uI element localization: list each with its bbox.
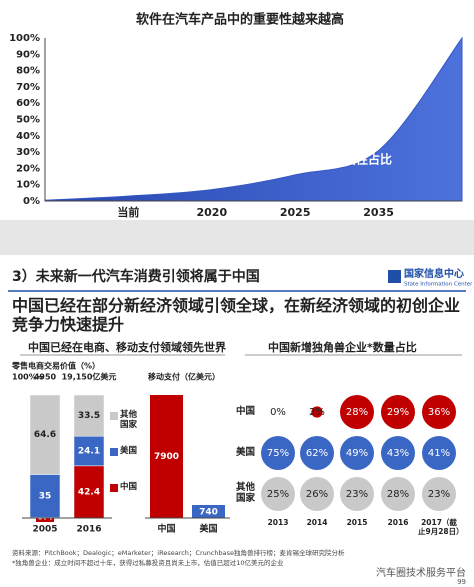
value-label: 64.6 <box>34 430 56 440</box>
area <box>44 36 463 202</box>
bubble-label: 26% <box>306 489 328 500</box>
bubble <box>422 395 456 429</box>
bubble <box>340 436 374 470</box>
bubble-label: 75% <box>267 448 289 459</box>
total-label: 4950 <box>34 373 57 382</box>
y-label: 零售电商交易价值（%） <box>11 361 100 371</box>
area-label: 软件重要性占比 <box>308 152 392 167</box>
bubble <box>340 477 374 511</box>
label-box <box>192 505 225 518</box>
bubble <box>381 436 415 470</box>
row-label: 其他国家 <box>236 482 256 505</box>
footnote: *独角兽企业：成立时间不超过十年，获得过私募投资且尚未上市，估值已超过10亿美元… <box>12 558 284 567</box>
left-subtitle: 中国已经在电商、移动支付领域领先世界 <box>28 340 226 354</box>
bubble <box>422 436 456 470</box>
legend-label: 美国 <box>120 446 138 456</box>
y-tick-label: 50% <box>16 115 40 126</box>
value-label: 33.5 <box>78 411 100 421</box>
right-subtitle: 中国新增独角兽企业*数量占比 <box>268 340 417 354</box>
y-tick-label: 20% <box>16 163 40 174</box>
bar-segment <box>73 465 105 519</box>
logo-en: State Information Center <box>404 282 473 288</box>
legend-swatch <box>110 448 118 456</box>
bar-segment <box>29 474 61 518</box>
y-tick-label: 70% <box>16 82 40 93</box>
bubble-label: 2% <box>309 407 325 418</box>
legend-label: 其他国家 <box>120 410 138 431</box>
bar-segment <box>29 394 61 475</box>
bubble-label: 28% <box>346 407 368 418</box>
bubble-label: 0% <box>270 407 286 418</box>
y-tick-label: 100% <box>9 33 40 44</box>
bubble <box>261 436 295 470</box>
legend-label: 中国 <box>120 482 138 492</box>
bubble <box>381 395 415 429</box>
row-label: 中国 <box>236 406 256 417</box>
x-tick-label: 2016 <box>387 518 409 527</box>
total-label: 19,150亿美元 <box>62 372 117 382</box>
bubble-label: 23% <box>346 489 368 500</box>
bubble-label: 29% <box>387 407 409 418</box>
mobile-title: 移动支付（亿美元） <box>148 372 220 382</box>
legend-swatch <box>110 484 118 492</box>
x-tick-label: 美国 <box>199 523 217 535</box>
value-label: 24.1 <box>78 447 100 457</box>
y-tick-label: 30% <box>16 147 40 158</box>
totals-prefix: 100%= <box>12 373 43 382</box>
bubble-label: 25% <box>267 489 289 500</box>
bubble-label: 43% <box>387 448 409 459</box>
x-tick-label: 2025 <box>280 206 311 219</box>
legend-swatch <box>110 412 118 420</box>
bubble <box>261 477 295 511</box>
bubble-label: 36% <box>428 407 450 418</box>
x-tick-label: 当前 <box>117 205 139 219</box>
x-tick-label: 2015 <box>346 518 368 527</box>
y-tick-label: 0% <box>23 196 40 207</box>
bar-segment <box>73 435 105 467</box>
bubble-label: 41% <box>428 448 450 459</box>
bar <box>150 395 183 518</box>
bubble-label: 49% <box>346 448 368 459</box>
logo-cn: 国家信息中心 <box>404 267 464 280</box>
value-label: 740 <box>199 508 218 518</box>
bubble-label: 28% <box>387 489 409 500</box>
page-number: 99 <box>457 578 466 586</box>
x-tick-label: 2014 <box>306 518 328 527</box>
bubble <box>300 477 334 511</box>
y-tick-label: 90% <box>16 49 40 60</box>
x-tick-label: 2016 <box>76 525 101 535</box>
bubble-label: 23% <box>428 489 450 500</box>
value-label: 35 <box>39 491 52 501</box>
x-tick-label: 2017（截止9月28日） <box>418 518 464 536</box>
headline: 中国已经在部分新经济领域引领全球，在新经济领域的初创企业竞争力快速提升 <box>12 296 461 335</box>
chart-title: 软件在汽车产品中的重要性越来越高 <box>136 12 344 28</box>
bubble <box>381 477 415 511</box>
x-tick-label: 中国 <box>157 523 175 535</box>
row-label: 美国 <box>236 447 256 458</box>
y-tick-label: 40% <box>16 131 40 142</box>
value-label: 42.4 <box>78 487 100 497</box>
logo-icon <box>388 270 401 283</box>
footnote: 资料来源：PitchBook；Dealogic；eMarketer；iResea… <box>12 548 345 557</box>
x-tick-label: 2035 <box>363 206 394 219</box>
y-tick-label: 10% <box>16 180 40 191</box>
y-tick-label: 80% <box>16 66 40 77</box>
x-tick-label: 2020 <box>196 206 227 219</box>
bubble <box>300 436 334 470</box>
bar-segment <box>73 394 105 437</box>
x-tick-label: 2005 <box>32 525 57 535</box>
bubble <box>422 477 456 511</box>
value-label: 7900 <box>154 452 179 462</box>
bubble <box>340 395 374 429</box>
y-tick-label: 60% <box>16 98 40 109</box>
watermark: 汽车圈技术服务平台 <box>376 566 466 579</box>
x-tick-label: 2013 <box>267 518 289 527</box>
bubble <box>311 406 323 418</box>
section-title: 3）未来新一代汽车消费引领将属于中国 <box>12 268 260 285</box>
bubble-label: 62% <box>306 448 328 459</box>
